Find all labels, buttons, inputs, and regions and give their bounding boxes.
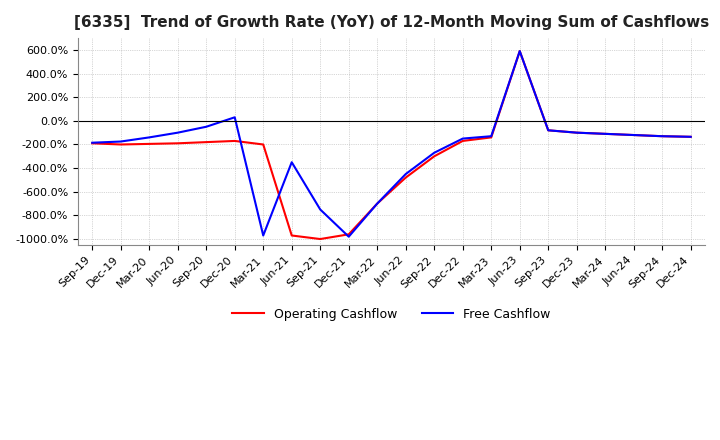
Free Cashflow xyxy=(572,130,581,136)
Operating Cashflow xyxy=(230,138,239,143)
Free Cashflow xyxy=(402,172,410,177)
Operating Cashflow xyxy=(344,232,353,237)
Operating Cashflow xyxy=(658,134,667,139)
Operating Cashflow xyxy=(686,134,695,139)
Free Cashflow xyxy=(459,136,467,141)
Operating Cashflow xyxy=(259,142,268,147)
Free Cashflow xyxy=(544,128,552,133)
Line: Free Cashflow: Free Cashflow xyxy=(92,51,690,237)
Free Cashflow xyxy=(629,132,638,138)
Line: Operating Cashflow: Operating Cashflow xyxy=(92,51,690,239)
Operating Cashflow xyxy=(145,141,153,147)
Free Cashflow xyxy=(658,134,667,139)
Free Cashflow xyxy=(686,134,695,139)
Operating Cashflow xyxy=(373,201,382,206)
Operating Cashflow xyxy=(202,139,210,145)
Operating Cashflow xyxy=(516,48,524,54)
Free Cashflow xyxy=(373,201,382,206)
Operating Cashflow xyxy=(316,236,325,242)
Free Cashflow xyxy=(259,233,268,238)
Operating Cashflow xyxy=(601,131,610,136)
Free Cashflow xyxy=(344,234,353,239)
Free Cashflow xyxy=(316,207,325,212)
Free Cashflow xyxy=(601,131,610,136)
Operating Cashflow xyxy=(487,135,495,140)
Operating Cashflow xyxy=(174,141,182,146)
Operating Cashflow xyxy=(629,132,638,138)
Operating Cashflow xyxy=(544,128,552,133)
Free Cashflow xyxy=(287,160,296,165)
Free Cashflow xyxy=(117,139,125,144)
Operating Cashflow xyxy=(287,233,296,238)
Operating Cashflow xyxy=(402,175,410,180)
Operating Cashflow xyxy=(572,130,581,136)
Operating Cashflow xyxy=(459,138,467,143)
Operating Cashflow xyxy=(430,154,438,159)
Legend: Operating Cashflow, Free Cashflow: Operating Cashflow, Free Cashflow xyxy=(228,303,556,326)
Title: [6335]  Trend of Growth Rate (YoY) of 12-Month Moving Sum of Cashflows: [6335] Trend of Growth Rate (YoY) of 12-… xyxy=(74,15,709,30)
Free Cashflow xyxy=(202,124,210,129)
Free Cashflow xyxy=(88,140,96,145)
Free Cashflow xyxy=(174,130,182,136)
Operating Cashflow xyxy=(117,142,125,147)
Free Cashflow xyxy=(487,134,495,139)
Free Cashflow xyxy=(230,115,239,120)
Free Cashflow xyxy=(145,135,153,140)
Free Cashflow xyxy=(430,150,438,155)
Free Cashflow xyxy=(516,48,524,54)
Operating Cashflow xyxy=(88,141,96,146)
